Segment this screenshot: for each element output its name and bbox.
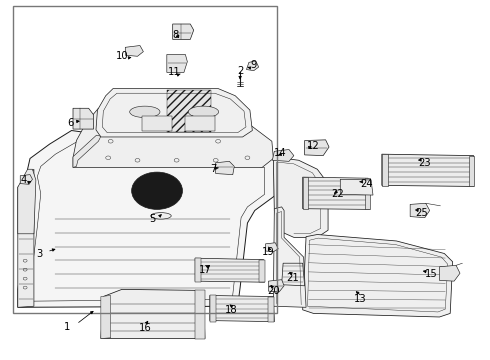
Polygon shape: [125, 45, 144, 56]
Polygon shape: [365, 178, 369, 210]
Ellipse shape: [130, 106, 160, 118]
Polygon shape: [195, 291, 205, 338]
Polygon shape: [172, 24, 194, 40]
Polygon shape: [210, 296, 274, 321]
Ellipse shape: [151, 213, 171, 219]
Text: 7: 7: [210, 164, 217, 174]
Polygon shape: [410, 203, 430, 218]
Polygon shape: [195, 258, 201, 282]
Polygon shape: [273, 158, 328, 237]
Bar: [185, 116, 215, 131]
Text: 9: 9: [250, 60, 257, 70]
Text: 5: 5: [149, 215, 155, 224]
Polygon shape: [259, 260, 265, 282]
Polygon shape: [101, 296, 111, 338]
Polygon shape: [382, 154, 388, 186]
Polygon shape: [210, 296, 216, 321]
Polygon shape: [269, 280, 284, 292]
Polygon shape: [216, 161, 234, 175]
Polygon shape: [73, 108, 273, 167]
Polygon shape: [303, 177, 308, 209]
Text: 15: 15: [425, 269, 438, 279]
Bar: [143, 116, 172, 131]
Polygon shape: [272, 149, 294, 161]
Polygon shape: [266, 243, 278, 252]
Text: 14: 14: [274, 148, 287, 158]
Polygon shape: [101, 289, 205, 338]
Polygon shape: [440, 265, 460, 281]
Circle shape: [132, 172, 182, 210]
Polygon shape: [246, 61, 259, 71]
Polygon shape: [20, 175, 32, 184]
Polygon shape: [96, 89, 252, 137]
Text: 18: 18: [225, 305, 238, 315]
Polygon shape: [269, 297, 274, 321]
Polygon shape: [18, 131, 274, 307]
Text: 4: 4: [21, 175, 27, 185]
Polygon shape: [73, 108, 94, 129]
Text: 25: 25: [416, 208, 428, 218]
Text: 6: 6: [67, 118, 74, 128]
Text: 24: 24: [360, 179, 372, 189]
Polygon shape: [469, 156, 474, 186]
Text: 3: 3: [37, 248, 43, 258]
Polygon shape: [195, 258, 265, 282]
Text: 13: 13: [353, 294, 366, 304]
Polygon shape: [18, 169, 34, 307]
Text: 19: 19: [262, 247, 275, 257]
Text: 16: 16: [139, 323, 151, 333]
Text: 12: 12: [307, 141, 320, 151]
Polygon shape: [303, 234, 453, 317]
Text: 10: 10: [116, 51, 128, 61]
Polygon shape: [273, 207, 306, 307]
Polygon shape: [73, 135, 101, 167]
Text: 11: 11: [168, 67, 180, 77]
Text: 21: 21: [287, 273, 299, 283]
Polygon shape: [382, 154, 474, 186]
Text: 20: 20: [267, 286, 280, 296]
Polygon shape: [303, 177, 369, 210]
Polygon shape: [282, 263, 305, 286]
Polygon shape: [305, 140, 329, 156]
Text: 22: 22: [331, 189, 344, 199]
Polygon shape: [167, 90, 211, 132]
Polygon shape: [340, 179, 373, 195]
Text: 17: 17: [198, 265, 211, 275]
Text: 1: 1: [64, 322, 70, 332]
Ellipse shape: [188, 106, 219, 118]
Text: 8: 8: [172, 30, 179, 40]
Polygon shape: [18, 169, 36, 234]
Text: 2: 2: [237, 66, 244, 76]
Bar: [13, 6, 277, 313]
Text: 23: 23: [418, 158, 431, 168]
Polygon shape: [167, 54, 187, 72]
